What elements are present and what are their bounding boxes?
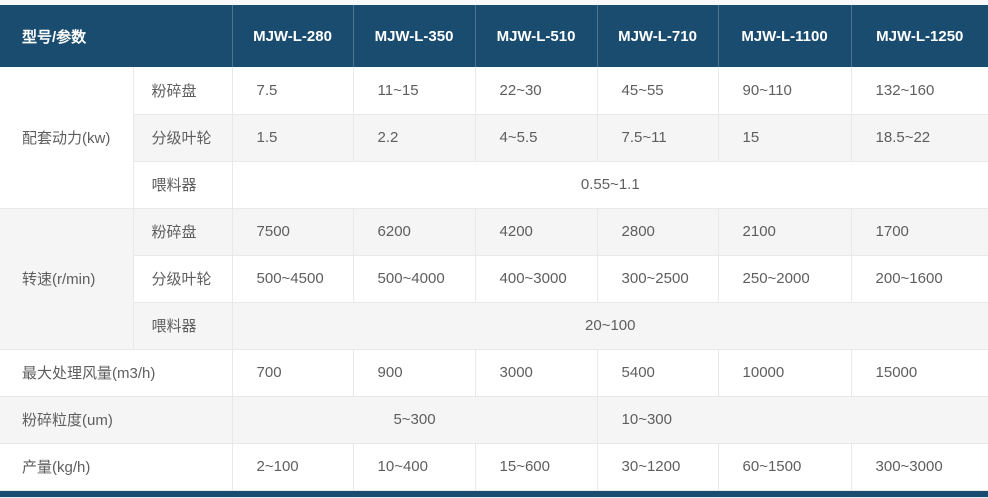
merged-value-cell: 0.55~1.1 — [232, 161, 988, 209]
spec-value-cell: 10~400 — [353, 443, 476, 491]
table-row: 转速(r/min) 粉碎盘 7500 6200 4200 2800 2100 1… — [0, 208, 988, 350]
row-label-particle-size: 粉碎粒度(um) — [0, 396, 233, 444]
column-header-mjw-l-350: MJW-L-350 — [352, 5, 476, 67]
spec-value-cell: 6200 — [353, 208, 476, 256]
sub-row-label: 分级叶轮 — [133, 114, 233, 162]
table-row: 最大处理风量(m3/h) 700 900 3000 5400 10000 150… — [0, 349, 988, 397]
spec-value-cell: 2100 — [718, 208, 852, 256]
table-row: 粉碎粒度(um) 5~300 10~300 — [0, 396, 988, 444]
spec-value-cell: 500~4000 — [353, 255, 476, 303]
column-header-mjw-l-1250: MJW-L-1250 — [850, 5, 988, 67]
column-header-mjw-l-510: MJW-L-510 — [474, 5, 598, 67]
spec-value-cell: 15000 — [851, 349, 988, 397]
spec-value-cell: 2.2 — [353, 114, 476, 162]
merged-value-cell: 20~100 — [232, 302, 988, 350]
spec-value-cell: 45~55 — [597, 67, 719, 115]
spec-value-cell: 500~4500 — [232, 255, 354, 303]
spec-value-cell: 400~3000 — [475, 255, 598, 303]
sub-row-label: 粉碎盘 — [133, 67, 233, 115]
spec-value-cell: 22~30 — [475, 67, 598, 115]
spec-value-cell: 90~110 — [718, 67, 852, 115]
row-group-label-speed: 转速(r/min) — [0, 208, 134, 350]
spec-value-cell: 4200 — [475, 208, 598, 256]
spec-value-cell: 2800 — [597, 208, 719, 256]
table-row: 分级叶轮 500~4500 500~4000 400~3000 300~2500… — [0, 255, 988, 303]
table-row: 喂料器 0.55~1.1 — [0, 161, 988, 209]
header-row: 型号/参数 MJW-L-280 MJW-L-350 MJW-L-510 MJW-… — [0, 5, 988, 67]
row-label-max-airflow: 最大处理风量(m3/h) — [0, 349, 233, 397]
spec-value-cell: 60~1500 — [718, 443, 852, 491]
table-row: 喂料器 20~100 — [0, 302, 988, 350]
sub-row-label: 分级叶轮 — [133, 255, 233, 303]
spec-value-cell: 7.5~11 — [597, 114, 719, 162]
spec-value-cell: 1.5 — [232, 114, 354, 162]
spec-value-cell: 900 — [353, 349, 476, 397]
merged-value-cell: 10~300 — [597, 396, 988, 444]
row-label-capacity: 产量(kg/h) — [0, 443, 233, 491]
sub-row-label: 粉碎盘 — [133, 208, 233, 256]
spec-value-cell: 4~5.5 — [475, 114, 598, 162]
spec-value-cell: 250~2000 — [718, 255, 852, 303]
table-row: 配套动力(kw) 粉碎盘 7.5 11~15 22~30 45~55 90~11… — [0, 67, 988, 209]
spec-value-cell: 30~1200 — [597, 443, 719, 491]
spec-value-cell: 200~1600 — [851, 255, 988, 303]
spec-value-cell: 1700 — [851, 208, 988, 256]
next-section-header-edge — [0, 490, 988, 497]
table-corner-header: 型号/参数 — [0, 5, 233, 67]
spec-value-cell: 15 — [718, 114, 852, 162]
spec-value-cell: 7.5 — [232, 67, 354, 115]
sub-row-label: 喂料器 — [133, 161, 233, 209]
sub-row-label: 喂料器 — [133, 302, 233, 350]
spec-value-cell: 700 — [232, 349, 354, 397]
column-header-mjw-l-1100: MJW-L-1100 — [717, 5, 852, 67]
spec-value-cell: 132~160 — [851, 67, 988, 115]
column-header-mjw-l-280: MJW-L-280 — [231, 5, 354, 67]
spec-value-cell: 300~2500 — [597, 255, 719, 303]
row-group-label-power: 配套动力(kw) — [0, 67, 134, 209]
spec-value-cell: 11~15 — [353, 67, 476, 115]
spec-value-cell: 18.5~22 — [851, 114, 988, 162]
spec-value-cell: 15~600 — [475, 443, 598, 491]
spec-value-cell: 300~3000 — [851, 443, 988, 491]
spec-value-cell: 3000 — [475, 349, 598, 397]
spec-value-cell: 7500 — [232, 208, 354, 256]
merged-value-cell: 5~300 — [232, 396, 598, 444]
spec-value-cell: 5400 — [597, 349, 719, 397]
bottom-gap — [0, 496, 988, 498]
product-spec-table: 型号/参数 MJW-L-280 MJW-L-350 MJW-L-510 MJW-… — [0, 5, 988, 491]
column-header-mjw-l-710: MJW-L-710 — [596, 5, 719, 67]
spec-value-cell: 2~100 — [232, 443, 354, 491]
top-strip — [0, 0, 988, 5]
table-row: 产量(kg/h) 2~100 10~400 15~600 30~1200 60~… — [0, 443, 988, 491]
table-row: 分级叶轮 1.5 2.2 4~5.5 7.5~11 15 18.5~22 — [0, 114, 988, 162]
spec-value-cell: 10000 — [718, 349, 852, 397]
